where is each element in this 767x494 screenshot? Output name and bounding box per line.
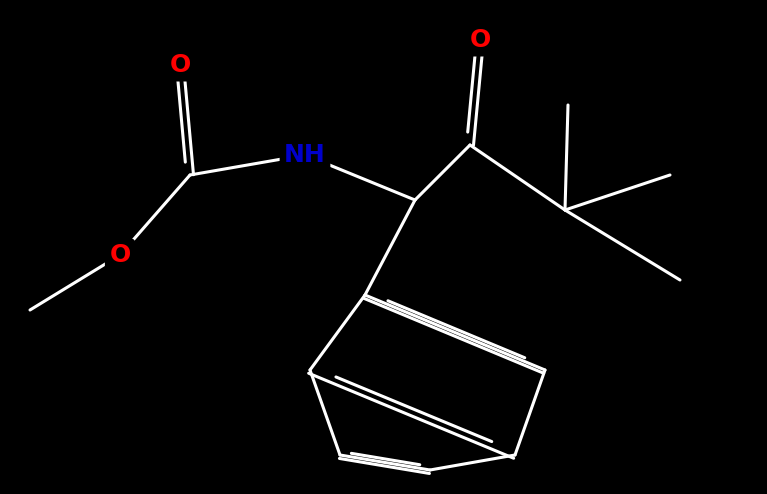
Text: NH: NH — [284, 143, 326, 167]
Text: O: O — [170, 53, 191, 77]
Text: O: O — [110, 243, 130, 267]
Text: O: O — [469, 28, 491, 52]
